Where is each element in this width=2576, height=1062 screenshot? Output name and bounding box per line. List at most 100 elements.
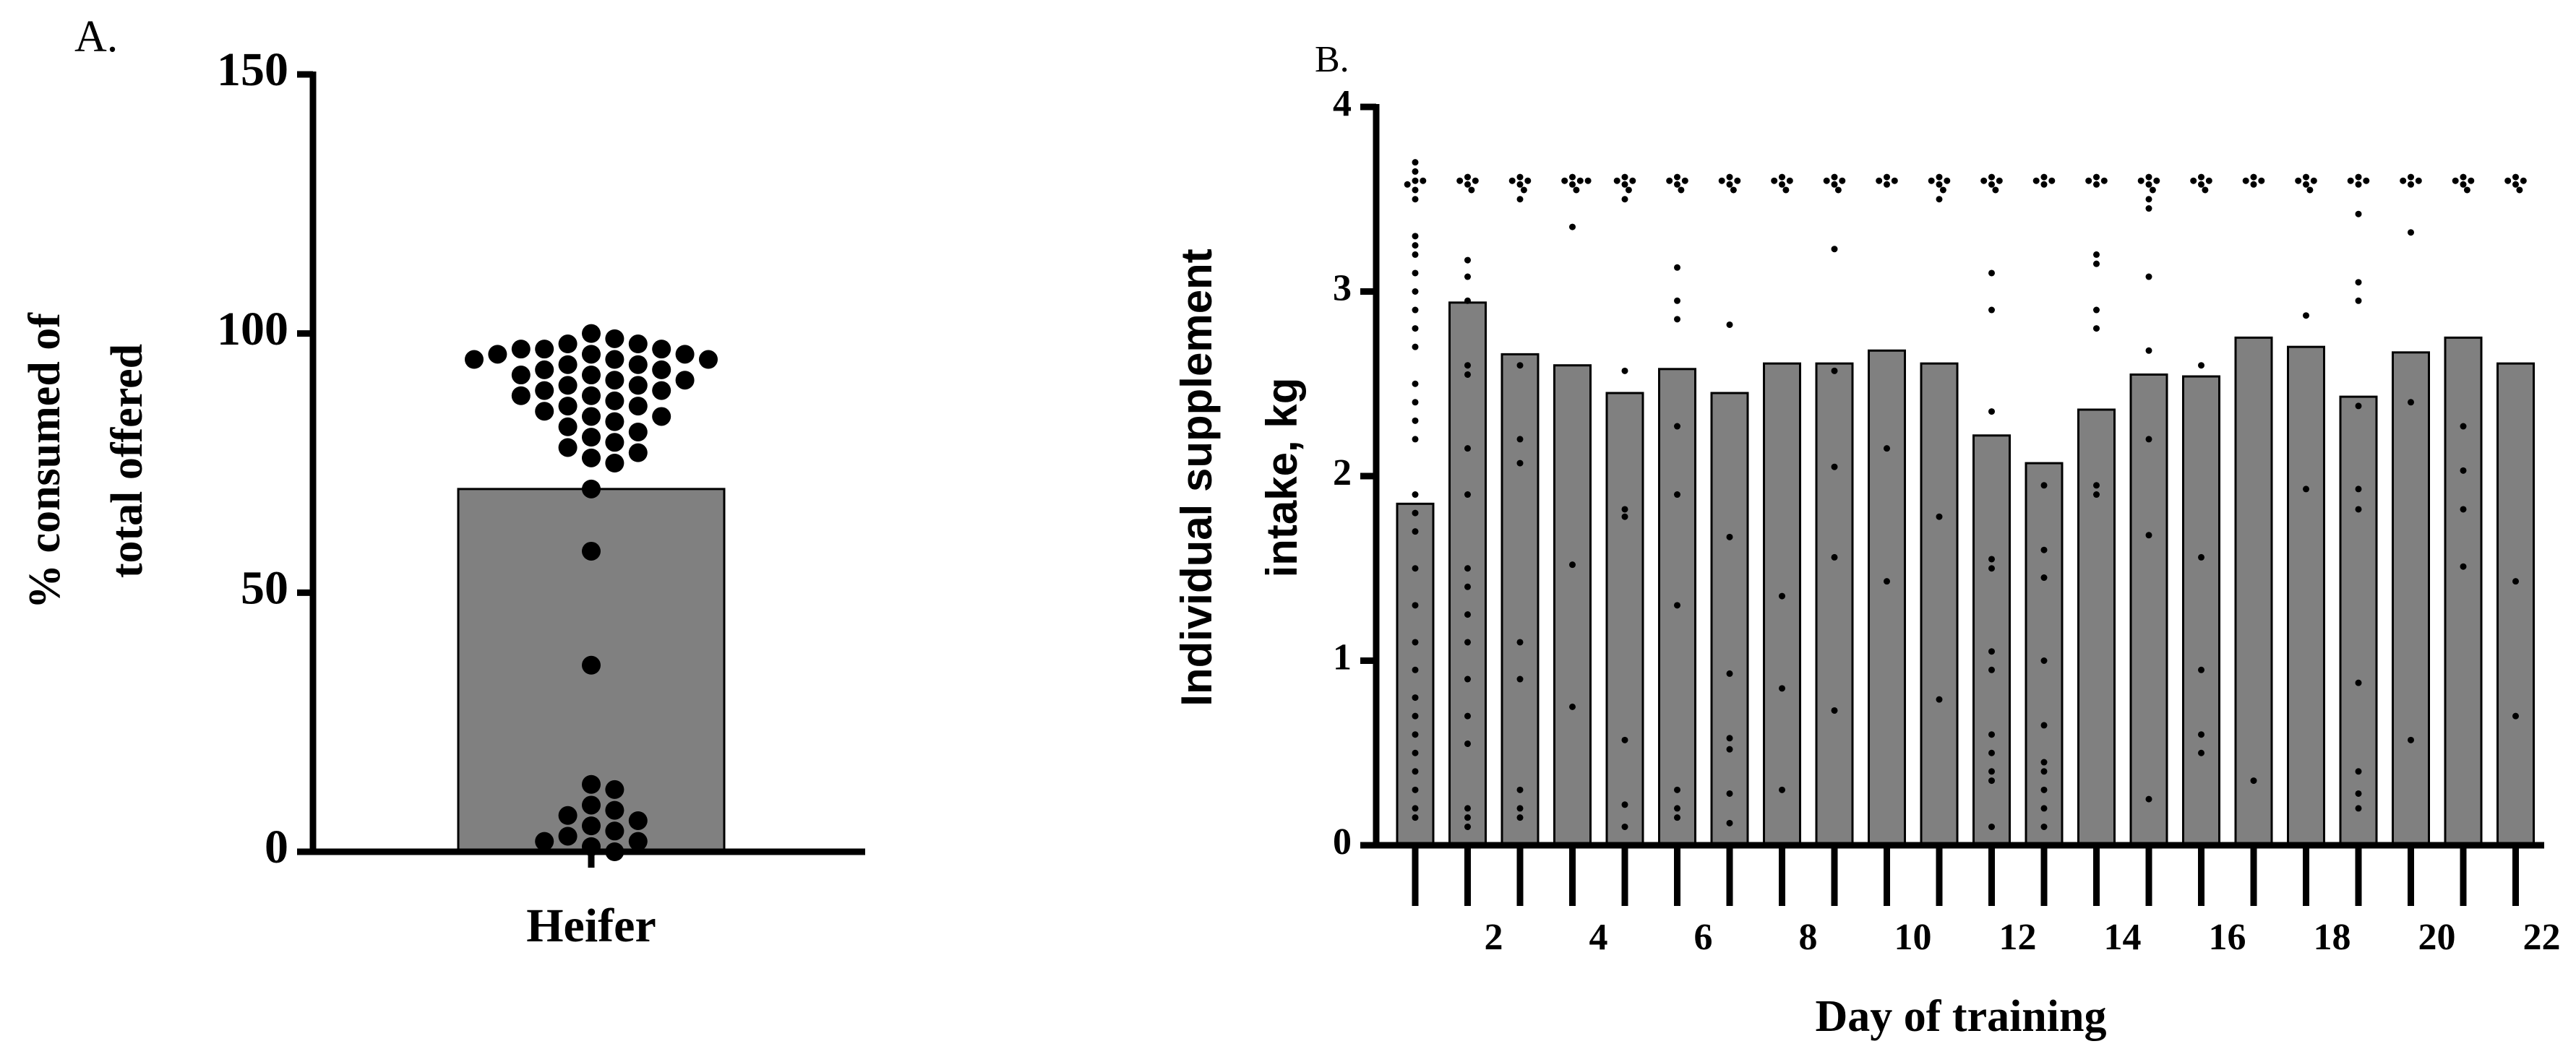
x-tick-label: 18 bbox=[2314, 917, 2351, 958]
data-point bbox=[1464, 362, 1471, 369]
data-point bbox=[1621, 506, 1628, 513]
data-point bbox=[2355, 485, 2362, 493]
data-point bbox=[675, 345, 695, 364]
x-tick-label: 10 bbox=[1894, 917, 1932, 958]
y-tick-label: 4 bbox=[1333, 83, 1352, 124]
data-point bbox=[1726, 533, 1733, 540]
data-point bbox=[2040, 181, 2048, 188]
data-point bbox=[1939, 186, 1946, 194]
data-point bbox=[1831, 246, 1838, 253]
data-point bbox=[605, 800, 624, 820]
data-point bbox=[1782, 186, 1790, 194]
data-point bbox=[2145, 347, 2152, 354]
data-point bbox=[535, 381, 554, 400]
data-point bbox=[558, 397, 578, 416]
data-point bbox=[1516, 196, 1524, 203]
data-point bbox=[2198, 173, 2204, 181]
data-point bbox=[2460, 181, 2467, 188]
data-point bbox=[1674, 814, 1680, 821]
data-point bbox=[2310, 177, 2317, 184]
data-point bbox=[2355, 790, 2362, 797]
data-point bbox=[2258, 177, 2265, 184]
data-point bbox=[535, 402, 554, 421]
data-point bbox=[1561, 177, 1568, 184]
data-point bbox=[2145, 795, 2152, 803]
data-point bbox=[628, 376, 648, 395]
data-point bbox=[582, 774, 601, 794]
data-point bbox=[2408, 736, 2414, 743]
y-tick-label: 2 bbox=[1333, 452, 1352, 493]
data-point bbox=[1678, 186, 1685, 194]
data-point bbox=[582, 386, 601, 405]
data-point bbox=[1779, 685, 1785, 692]
data-point bbox=[1718, 177, 1725, 184]
data-point bbox=[1786, 177, 1793, 184]
bar bbox=[2287, 345, 2325, 847]
bar bbox=[2234, 336, 2273, 847]
data-point bbox=[1726, 321, 1733, 328]
data-point bbox=[511, 386, 531, 405]
data-point bbox=[2306, 186, 2314, 194]
data-point bbox=[1988, 173, 1995, 181]
data-point bbox=[1980, 177, 1988, 184]
data-point bbox=[1613, 177, 1620, 184]
data-point bbox=[1412, 251, 1419, 258]
data-point bbox=[2303, 181, 2309, 188]
data-point bbox=[1412, 565, 1419, 572]
data-point bbox=[1884, 445, 1890, 452]
data-point bbox=[1584, 177, 1592, 184]
data-point bbox=[558, 334, 578, 354]
data-point bbox=[1569, 703, 1576, 710]
bar bbox=[1605, 392, 1644, 847]
data-point bbox=[2463, 186, 2470, 194]
data-point bbox=[1674, 423, 1680, 430]
data-point bbox=[628, 811, 648, 830]
data-point bbox=[1666, 177, 1673, 184]
data-point bbox=[1516, 173, 1524, 181]
data-point bbox=[1412, 343, 1419, 350]
bar bbox=[1553, 364, 1592, 847]
data-point bbox=[488, 345, 507, 364]
data-point bbox=[1988, 823, 1995, 830]
data-point bbox=[1412, 159, 1419, 166]
data-point bbox=[1779, 181, 1785, 188]
bar bbox=[2496, 362, 2535, 847]
data-point bbox=[628, 422, 648, 441]
data-point bbox=[558, 826, 578, 846]
data-point bbox=[1884, 578, 1890, 585]
data-point bbox=[1516, 436, 1524, 443]
data-point bbox=[1472, 177, 1479, 184]
data-point bbox=[1936, 196, 1943, 203]
data-point bbox=[1516, 786, 1524, 793]
data-point bbox=[1944, 177, 1951, 184]
data-point bbox=[1674, 805, 1680, 812]
data-point bbox=[1412, 325, 1419, 332]
data-point bbox=[2137, 177, 2144, 184]
data-point bbox=[2145, 273, 2152, 280]
data-point bbox=[605, 350, 624, 369]
data-point bbox=[2153, 177, 2160, 184]
data-point bbox=[582, 479, 601, 498]
data-point bbox=[2355, 181, 2362, 188]
data-point bbox=[2040, 786, 2048, 793]
data-point bbox=[1674, 786, 1680, 793]
data-point bbox=[1726, 173, 1733, 181]
data-point bbox=[1726, 181, 1733, 188]
data-point bbox=[2048, 177, 2056, 184]
data-point bbox=[1569, 173, 1576, 181]
data-point bbox=[1936, 513, 1943, 520]
data-point bbox=[1681, 177, 1688, 184]
data-point bbox=[2093, 325, 2100, 332]
data-point bbox=[1516, 805, 1524, 812]
data-point bbox=[652, 407, 671, 426]
data-point bbox=[1516, 675, 1524, 683]
data-point bbox=[2198, 181, 2204, 188]
data-point bbox=[1936, 696, 1943, 703]
data-point bbox=[582, 428, 601, 447]
data-point bbox=[1420, 177, 1427, 184]
data-point bbox=[1726, 735, 1733, 742]
data-point bbox=[605, 371, 624, 390]
data-point bbox=[558, 417, 578, 436]
data-point bbox=[535, 360, 554, 379]
